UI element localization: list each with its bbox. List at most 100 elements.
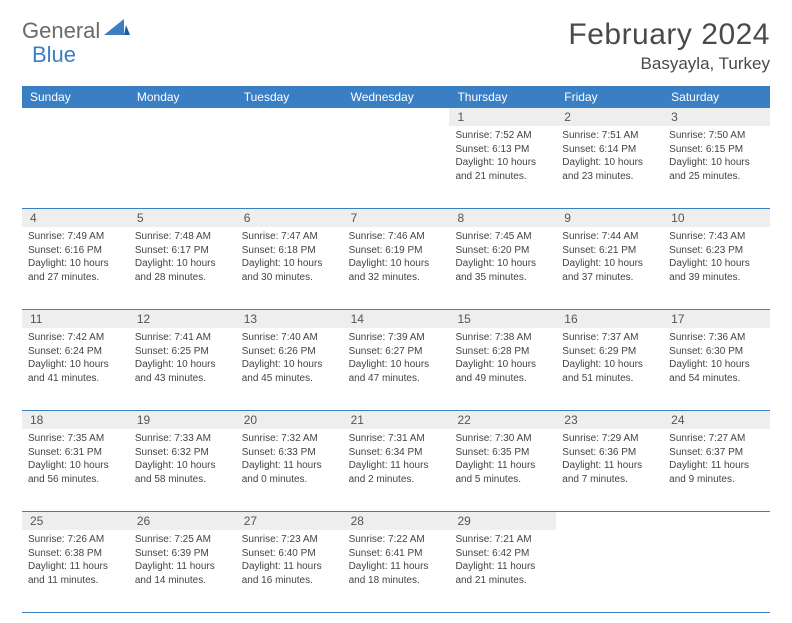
- info-line: Sunrise: 7:23 AM: [242, 533, 337, 547]
- info-line: Sunset: 6:30 PM: [669, 345, 764, 359]
- info-line: Sunset: 6:37 PM: [669, 446, 764, 460]
- info-line: Daylight: 10 hours: [28, 358, 123, 372]
- day-info: Sunrise: 7:52 AMSunset: 6:13 PMDaylight:…: [455, 129, 550, 183]
- day-cell: Sunrise: 7:40 AMSunset: 6:26 PMDaylight:…: [236, 328, 343, 410]
- info-line: and 49 minutes.: [455, 372, 550, 386]
- info-line: and 54 minutes.: [669, 372, 764, 386]
- info-line: and 23 minutes.: [562, 170, 657, 184]
- info-line: and 28 minutes.: [135, 271, 230, 285]
- day-cell: Sunrise: 7:45 AMSunset: 6:20 PMDaylight:…: [449, 227, 556, 309]
- info-line: and 43 minutes.: [135, 372, 230, 386]
- info-line: Sunrise: 7:41 AM: [135, 331, 230, 345]
- day-number: 18: [22, 411, 129, 429]
- day-number: 19: [129, 411, 236, 429]
- info-line: and 51 minutes.: [562, 372, 657, 386]
- info-line: and 27 minutes.: [28, 271, 123, 285]
- day-number: 25: [22, 512, 129, 530]
- day-number: 11: [22, 310, 129, 328]
- info-line: Sunrise: 7:49 AM: [28, 230, 123, 244]
- info-line: Daylight: 10 hours: [242, 257, 337, 271]
- info-line: and 56 minutes.: [28, 473, 123, 487]
- day-cell: Sunrise: 7:30 AMSunset: 6:35 PMDaylight:…: [449, 429, 556, 511]
- day-info: Sunrise: 7:40 AMSunset: 6:26 PMDaylight:…: [242, 331, 337, 385]
- info-line: Daylight: 10 hours: [669, 156, 764, 170]
- day-number: 14: [343, 310, 450, 328]
- info-line: Sunset: 6:42 PM: [455, 547, 550, 561]
- brand-text-1: General: [22, 18, 100, 44]
- info-line: Sunrise: 7:36 AM: [669, 331, 764, 345]
- day-number: 22: [449, 411, 556, 429]
- day-number: 5: [129, 209, 236, 227]
- info-line: Sunrise: 7:40 AM: [242, 331, 337, 345]
- info-line: Sunrise: 7:44 AM: [562, 230, 657, 244]
- info-line: Sunrise: 7:22 AM: [349, 533, 444, 547]
- day-info: Sunrise: 7:48 AMSunset: 6:17 PMDaylight:…: [135, 230, 230, 284]
- info-line: and 5 minutes.: [455, 473, 550, 487]
- info-line: Sunset: 6:33 PM: [242, 446, 337, 460]
- day-info: Sunrise: 7:29 AMSunset: 6:36 PMDaylight:…: [562, 432, 657, 486]
- day-cell: Sunrise: 7:27 AMSunset: 6:37 PMDaylight:…: [663, 429, 770, 511]
- day-info: Sunrise: 7:39 AMSunset: 6:27 PMDaylight:…: [349, 331, 444, 385]
- day-cell: Sunrise: 7:51 AMSunset: 6:14 PMDaylight:…: [556, 126, 663, 208]
- day-cell: Sunrise: 7:29 AMSunset: 6:36 PMDaylight:…: [556, 429, 663, 511]
- day-number: 15: [449, 310, 556, 328]
- day-number: 24: [663, 411, 770, 429]
- info-line: Sunrise: 7:32 AM: [242, 432, 337, 446]
- info-line: and 11 minutes.: [28, 574, 123, 588]
- info-line: Daylight: 10 hours: [28, 257, 123, 271]
- day-number: 21: [343, 411, 450, 429]
- week-row: Sunrise: 7:35 AMSunset: 6:31 PMDaylight:…: [22, 429, 770, 512]
- day-cell: Sunrise: 7:44 AMSunset: 6:21 PMDaylight:…: [556, 227, 663, 309]
- weekday-header: Friday: [556, 86, 663, 108]
- day-number: 28: [343, 512, 450, 530]
- info-line: Daylight: 10 hours: [562, 358, 657, 372]
- info-line: Sunrise: 7:38 AM: [455, 331, 550, 345]
- day-cell: [22, 126, 129, 208]
- info-line: Daylight: 10 hours: [669, 257, 764, 271]
- day-info: Sunrise: 7:23 AMSunset: 6:40 PMDaylight:…: [242, 533, 337, 587]
- weekday-header: Sunday: [22, 86, 129, 108]
- info-line: and 21 minutes.: [455, 574, 550, 588]
- day-number: 8: [449, 209, 556, 227]
- day-number: [22, 108, 129, 126]
- info-line: Sunrise: 7:43 AM: [669, 230, 764, 244]
- day-number: 12: [129, 310, 236, 328]
- day-number: [556, 512, 663, 530]
- info-line: and 25 minutes.: [669, 170, 764, 184]
- day-number: 1: [449, 108, 556, 126]
- info-line: Sunset: 6:28 PM: [455, 345, 550, 359]
- info-line: Sunset: 6:19 PM: [349, 244, 444, 258]
- day-number: 27: [236, 512, 343, 530]
- info-line: Daylight: 11 hours: [28, 560, 123, 574]
- info-line: Sunrise: 7:29 AM: [562, 432, 657, 446]
- day-info: Sunrise: 7:37 AMSunset: 6:29 PMDaylight:…: [562, 331, 657, 385]
- info-line: Sunrise: 7:27 AM: [669, 432, 764, 446]
- day-number: 16: [556, 310, 663, 328]
- info-line: and 37 minutes.: [562, 271, 657, 285]
- week-row: Sunrise: 7:26 AMSunset: 6:38 PMDaylight:…: [22, 530, 770, 613]
- info-line: and 39 minutes.: [669, 271, 764, 285]
- day-number: 17: [663, 310, 770, 328]
- day-number: 7: [343, 209, 450, 227]
- info-line: Daylight: 11 hours: [349, 459, 444, 473]
- info-line: Sunset: 6:17 PM: [135, 244, 230, 258]
- brand-text-2: Blue: [32, 42, 76, 68]
- location-label: Basyayla, Turkey: [568, 54, 770, 74]
- info-line: Daylight: 10 hours: [242, 358, 337, 372]
- day-info: Sunrise: 7:42 AMSunset: 6:24 PMDaylight:…: [28, 331, 123, 385]
- day-info: Sunrise: 7:38 AMSunset: 6:28 PMDaylight:…: [455, 331, 550, 385]
- info-line: Sunset: 6:39 PM: [135, 547, 230, 561]
- info-line: and 21 minutes.: [455, 170, 550, 184]
- info-line: Sunset: 6:41 PM: [349, 547, 444, 561]
- info-line: Sunrise: 7:25 AM: [135, 533, 230, 547]
- info-line: and 16 minutes.: [242, 574, 337, 588]
- info-line: and 35 minutes.: [455, 271, 550, 285]
- day-cell: Sunrise: 7:21 AMSunset: 6:42 PMDaylight:…: [449, 530, 556, 612]
- day-cell: Sunrise: 7:32 AMSunset: 6:33 PMDaylight:…: [236, 429, 343, 511]
- day-info: Sunrise: 7:47 AMSunset: 6:18 PMDaylight:…: [242, 230, 337, 284]
- day-number: 26: [129, 512, 236, 530]
- info-line: Sunrise: 7:30 AM: [455, 432, 550, 446]
- day-cell: Sunrise: 7:23 AMSunset: 6:40 PMDaylight:…: [236, 530, 343, 612]
- day-number: [663, 512, 770, 530]
- info-line: Sunset: 6:21 PM: [562, 244, 657, 258]
